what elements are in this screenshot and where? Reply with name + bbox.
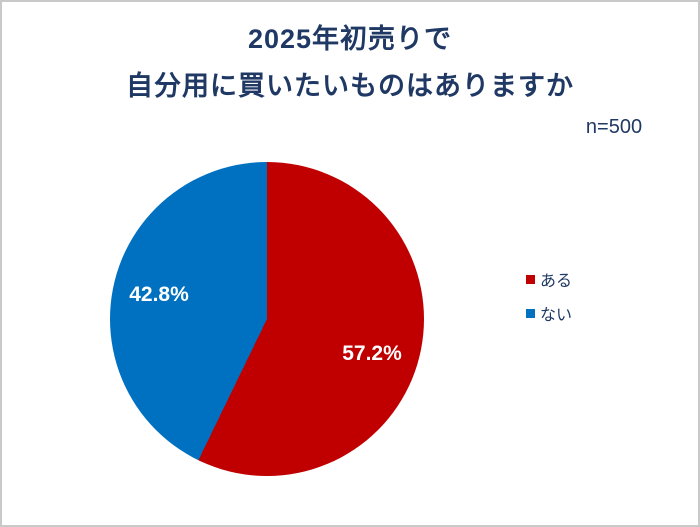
- chart-title: 2025年初売りで 自分用に買いたいものはありますか: [2, 16, 698, 110]
- legend-item-nai: ない: [526, 304, 573, 324]
- legend-swatch-aru-icon: [526, 274, 535, 284]
- chart-title-line-1: 2025年初売りで: [247, 24, 453, 54]
- legend-label-nai: ない: [540, 307, 573, 324]
- legend: ある ない: [526, 270, 573, 324]
- legend-item-aru: ある: [526, 270, 573, 290]
- pie-chart: [110, 162, 424, 476]
- slice-value-label-nai: 42.8%: [129, 283, 189, 306]
- legend-label-aru: ある: [540, 273, 573, 290]
- sample-size-label: n=500: [585, 116, 643, 138]
- slice-value-label-aru: 57.2%: [342, 342, 402, 365]
- legend-swatch-nai-icon: [526, 308, 535, 318]
- chart-title-line-2: 自分用に買いたいものはありますか: [126, 71, 574, 101]
